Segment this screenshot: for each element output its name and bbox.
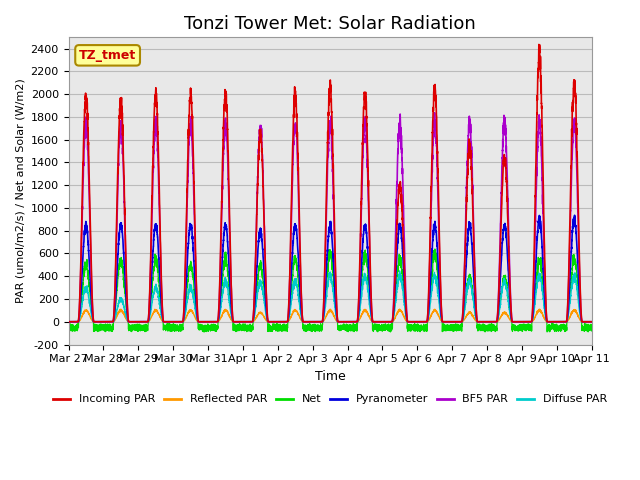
Legend: Incoming PAR, Reflected PAR, Net, Pyranometer, BF5 PAR, Diffuse PAR: Incoming PAR, Reflected PAR, Net, Pyrano… (49, 390, 611, 409)
X-axis label: Time: Time (315, 370, 346, 383)
Title: Tonzi Tower Met: Solar Radiation: Tonzi Tower Met: Solar Radiation (184, 15, 476, 33)
Text: TZ_tmet: TZ_tmet (79, 49, 136, 62)
Y-axis label: PAR (umol/m2/s) / Net and Solar (W/m2): PAR (umol/m2/s) / Net and Solar (W/m2) (15, 79, 25, 303)
